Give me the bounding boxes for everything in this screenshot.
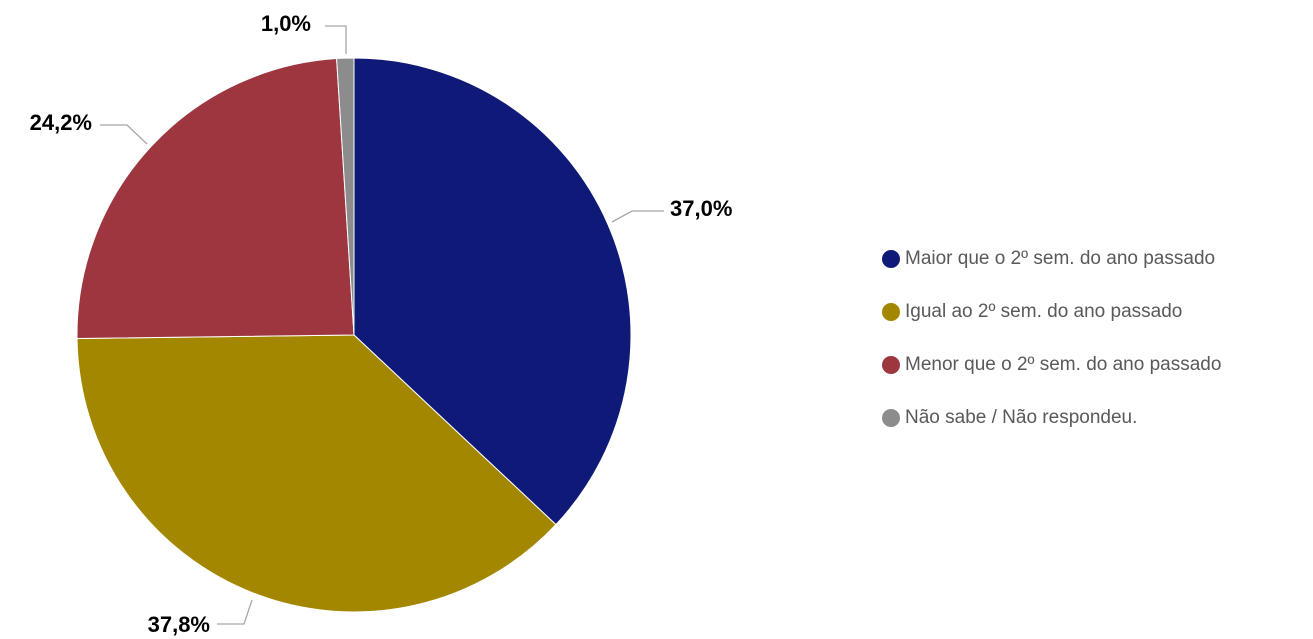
legend-label: Igual ao 2º sem. do ano passado [905,301,1183,322]
legend-swatch-icon [882,250,900,268]
legend-swatch-icon [882,303,900,321]
legend-item: Não sabe / Não respondeu. [882,403,1221,433]
leader-line [100,124,148,145]
leader-line [325,25,347,54]
pie-slice [336,57,355,336]
pie-slice [353,57,632,526]
leader-line [611,210,664,223]
legend-item: Igual ao 2º sem. do ano passado [882,297,1221,327]
data-label: 24,2% [30,110,92,135]
data-label: 37,0% [670,196,732,221]
pie-slice [76,58,355,339]
legend-label: Não sabe / Não respondeu. [905,407,1138,428]
chart-legend: Maior que o 2º sem. do ano passado Igual… [882,244,1221,456]
legend-swatch-icon [882,409,900,427]
data-labels: 37,0% 37,8% 24,2% 1,0% [30,11,733,637]
legend-swatch-icon [882,356,900,374]
data-label: 37,8% [148,612,210,637]
leader-lines [100,25,664,625]
data-label: 1,0% [261,11,311,36]
legend-item: Maior que o 2º sem. do ano passado [882,244,1221,274]
pie-slices [76,57,632,613]
legend-item: Menor que o 2º sem. do ano passado [882,350,1221,380]
legend-label: Maior que o 2º sem. do ano passado [905,248,1216,269]
legend-label: Menor que o 2º sem. do ano passado [905,354,1222,375]
pie-slice [76,334,557,613]
leader-line [217,599,253,625]
